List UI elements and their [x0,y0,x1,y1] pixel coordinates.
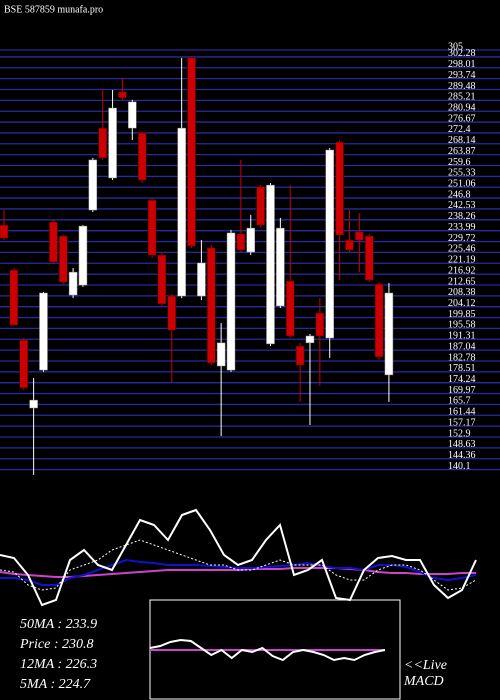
macd-label: MACD [403,674,444,689]
candle-body [207,247,216,364]
candle-body [345,239,354,251]
candle-body [285,280,295,337]
y-tick-label: 285.21 [448,92,476,103]
candle-body [177,127,186,297]
candle-body [98,127,107,159]
candle-body [226,232,236,371]
ma-label: 50MA : 233.9 [20,617,97,632]
candle-body [58,235,68,283]
candle-body [374,283,384,358]
y-tick-label: 233.99 [448,222,476,233]
candle-body [295,345,305,366]
y-tick-label: 191.31 [448,331,476,342]
y-tick-label: 305 [448,41,463,52]
candle-body [147,199,157,256]
indicator-line [0,508,477,607]
candle-body [19,339,28,389]
candle-body [68,271,78,296]
y-tick-label: 293.74 [448,70,476,81]
candle-body [216,342,226,367]
y-tick-label: 298.01 [448,59,476,70]
y-tick-label: 152.9 [448,428,471,439]
y-tick-label: 221.19 [448,255,476,266]
ma-label: Price : 230.8 [19,637,93,652]
candle-body [49,221,58,263]
candle-body [364,235,374,281]
y-tick-label: 161.44 [448,407,476,418]
y-tick-label: 263.87 [448,146,476,157]
indicator-line [149,638,386,662]
y-tick-label: 276.67 [448,113,476,124]
candle-body [39,292,48,371]
y-tick-label: 165.7 [448,396,471,407]
candle-body [137,132,147,181]
y-tick-label: 204.12 [448,298,476,309]
y-tick-label: 174.24 [448,374,476,385]
y-tick-label: 242.53 [448,200,476,211]
candle-body [325,149,334,339]
candle-body [118,91,127,99]
candle-body [0,224,9,239]
y-tick-label: 178.51 [448,363,476,374]
chart-title: BSE 587859 munafa.pro [4,4,103,15]
y-tick-label: 140.1 [448,461,471,472]
candle-body [276,227,285,307]
y-tick-label: 225.46 [448,244,476,255]
candle-body [9,269,19,326]
y-tick-label: 212.65 [448,276,476,287]
candle-body [315,312,325,337]
candle-body [187,57,196,247]
candle-body [355,231,364,241]
candle-body [236,233,246,251]
candle-body [88,159,98,211]
y-tick-label: 229.72 [448,233,476,244]
y-tick-label: 169.97 [448,385,476,396]
candle-body [335,141,344,236]
y-tick-label: 238.26 [448,211,476,222]
y-tick-label: 187.04 [448,341,476,352]
y-tick-label: 259.6 [448,157,471,168]
candle-body [266,184,275,345]
candle-body [108,107,117,179]
y-tick-label: 199.85 [448,309,476,320]
ma-label: 12MA : 226.3 [20,657,97,672]
y-tick-label: 272.4 [448,124,471,135]
indicator-line [0,558,477,586]
y-tick-label: 302.28 [448,48,476,59]
y-tick-label: 216.92 [448,265,476,276]
y-tick-label: 195.58 [448,320,476,331]
indicator-line [0,539,477,591]
live-label: <<Live [404,658,447,673]
y-tick-label: 246.8 [448,189,471,200]
candle-body [246,227,255,253]
candle-body [29,399,38,409]
candle-body [78,225,88,286]
y-tick-label: 157.17 [448,417,476,428]
y-tick-label: 280.94 [448,103,476,114]
candle-body [197,262,206,297]
y-tick-label: 268.14 [448,135,476,146]
ma-label: 5MA : 224.7 [20,677,91,692]
candle-body [305,335,315,344]
y-tick-label: 289.48 [448,81,476,92]
y-tick-label: 148.63 [448,439,476,450]
candle-body [256,186,265,226]
y-tick-label: 251.06 [448,179,476,190]
candle-body [167,295,177,331]
candle-body [384,292,394,376]
candle-body [128,101,137,129]
y-tick-label: 144.36 [448,450,476,461]
y-tick-label: 182.78 [448,352,476,363]
candle-body [157,254,167,305]
y-tick-label: 208.38 [448,287,476,298]
y-tick-label: 255.33 [448,168,476,179]
